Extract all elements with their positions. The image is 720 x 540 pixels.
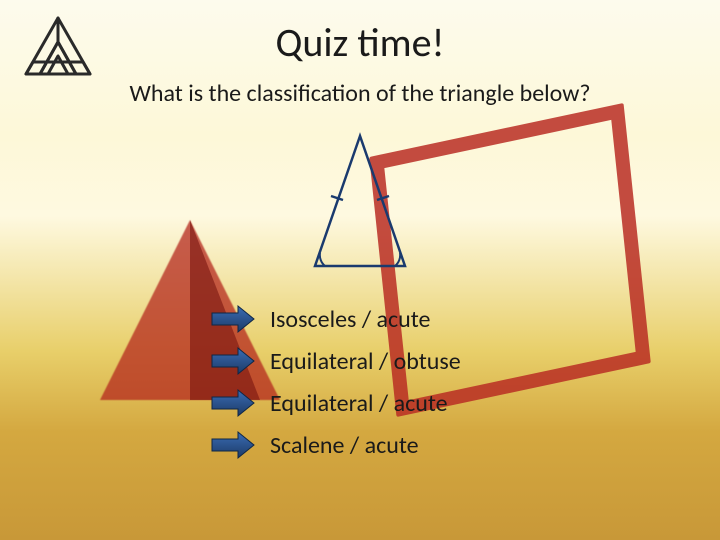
option-label: Scalene / acute	[270, 431, 419, 460]
slide-content: Quiz time! What is the classification of…	[0, 0, 720, 540]
triangle-diagram	[285, 126, 435, 276]
option-c[interactable]: Equilateral / acute	[210, 388, 461, 418]
option-label: Isosceles / acute	[270, 305, 431, 334]
question-text: What is the classification of the triang…	[130, 79, 591, 108]
arrow-icon	[210, 304, 256, 334]
option-label: Equilateral / obtuse	[270, 347, 461, 376]
option-label: Equilateral / acute	[270, 389, 448, 418]
penrose-logo-icon	[18, 12, 98, 82]
option-b[interactable]: Equilateral / obtuse	[210, 346, 461, 376]
option-d[interactable]: Scalene / acute	[210, 430, 461, 460]
option-a[interactable]: Isosceles / acute	[210, 304, 461, 334]
answer-options: Isosceles / acute Equilateral / obtuse E…	[210, 304, 461, 460]
slide-title: Quiz time!	[275, 18, 444, 67]
arrow-icon	[210, 430, 256, 460]
arrow-icon	[210, 388, 256, 418]
arrow-icon	[210, 346, 256, 376]
